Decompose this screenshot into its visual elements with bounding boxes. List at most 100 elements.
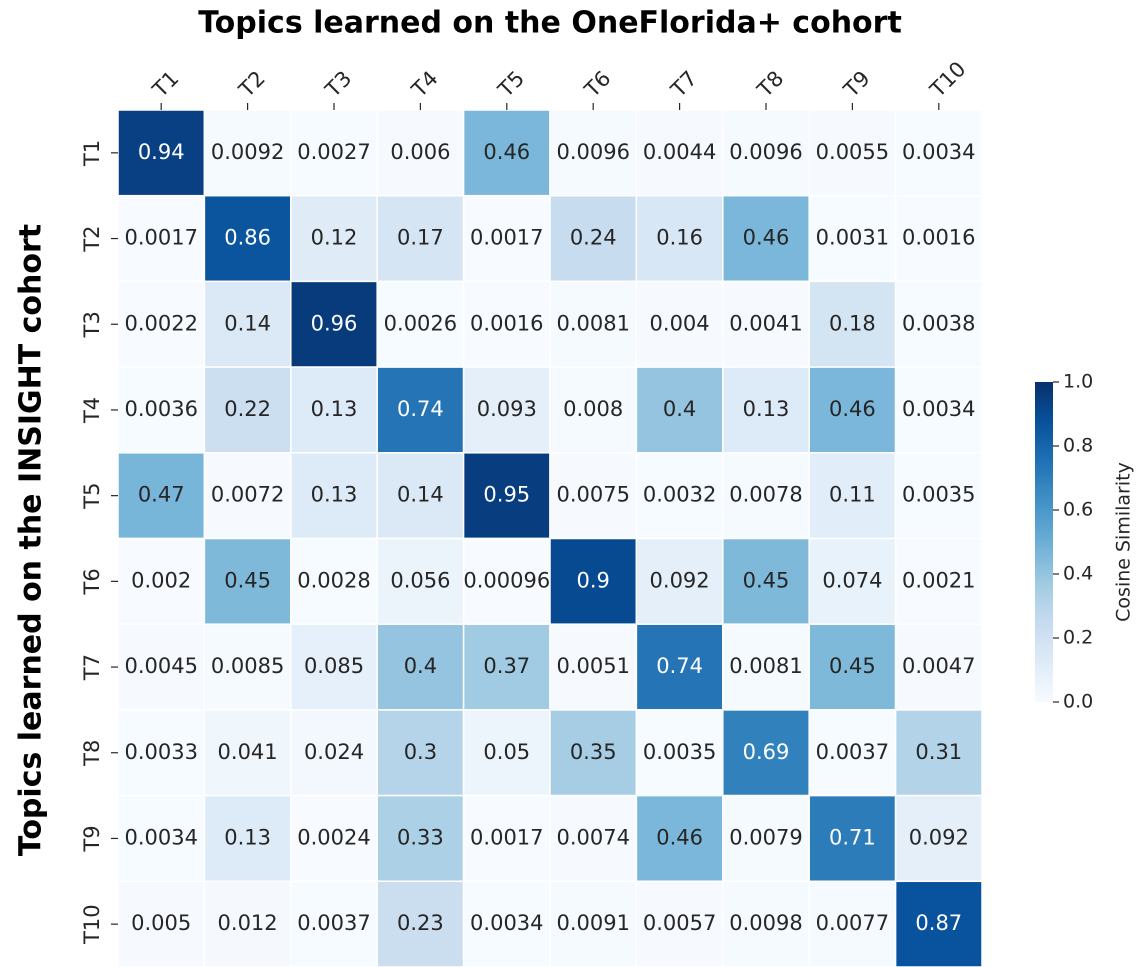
cell — [722, 194, 810, 283]
cell — [635, 194, 724, 283]
cell-label: 0.14 — [224, 311, 271, 335]
cell-label: 0.18 — [829, 311, 876, 335]
cell — [549, 452, 638, 540]
cell-label: 0.0016 — [470, 311, 543, 335]
cell-label: 0.35 — [570, 740, 617, 764]
cell-label: 0.0034 — [124, 825, 197, 849]
cell — [117, 537, 206, 625]
cell-label: 0.0037 — [297, 911, 370, 935]
cell — [549, 880, 638, 967]
cell-label: 0.0096 — [556, 140, 629, 164]
cell-label: 0.0072 — [211, 483, 284, 507]
cell — [290, 794, 378, 883]
cell — [894, 366, 983, 454]
y-tick-label: T2 — [80, 225, 104, 252]
cell-label: 0.0037 — [816, 740, 889, 764]
cell-label: 0.0074 — [556, 825, 629, 849]
cell — [462, 880, 551, 967]
cell — [635, 794, 724, 883]
cell — [808, 709, 897, 797]
colorbar-label: Cosine Similarity — [1113, 462, 1135, 622]
cell-label: 0.041 — [218, 740, 278, 764]
cell — [290, 537, 378, 625]
cell — [376, 880, 465, 967]
cell-label: 0.0034 — [902, 140, 975, 164]
cell-label: 0.0017 — [124, 226, 197, 250]
cell-label: 0.0016 — [902, 226, 975, 250]
x-tick-label: T7 — [666, 66, 702, 102]
cell — [722, 794, 810, 883]
cell — [549, 194, 638, 283]
cell-label: 0.14 — [397, 483, 444, 507]
cell-label: 0.008 — [563, 397, 623, 421]
y-tick-label: T1 — [80, 140, 104, 167]
cell-label: 0.0021 — [902, 568, 975, 592]
cell — [117, 623, 206, 711]
cell — [376, 537, 465, 625]
cell-label: 0.87 — [915, 911, 962, 935]
colorbar — [1035, 382, 1053, 702]
colorbar-tick-label: 1.0 — [1063, 371, 1093, 393]
cell — [894, 709, 983, 797]
cell — [290, 452, 378, 540]
cell-label: 0.093 — [477, 397, 537, 421]
cell-label: 0.0034 — [902, 397, 975, 421]
cell-label: 0.4 — [663, 397, 696, 421]
cell — [203, 794, 292, 883]
cell — [117, 109, 206, 197]
cell-label: 0.0098 — [729, 911, 802, 935]
cell — [549, 709, 638, 797]
cell — [894, 194, 983, 283]
y-tick-label: T9 — [80, 825, 104, 852]
cell — [808, 366, 897, 454]
cell-label: 0.45 — [743, 568, 790, 592]
cell-label: 0.074 — [822, 568, 882, 592]
cell — [203, 109, 292, 197]
x-tick-label: T3 — [320, 66, 356, 102]
cell-label: 0.46 — [829, 397, 876, 421]
cell-label: 0.0024 — [297, 825, 370, 849]
cell — [722, 880, 810, 967]
cell-label: 0.86 — [224, 226, 271, 250]
x-tick-label: T9 — [839, 66, 875, 102]
cell-label: 0.0035 — [902, 483, 975, 507]
cell-label: 0.0055 — [816, 140, 889, 164]
cell-label: 0.0051 — [556, 654, 629, 678]
cell — [808, 280, 897, 368]
y-tick-label: T3 — [80, 311, 104, 338]
y-axis-label: Topics learned on the INSIGHT cohort — [14, 224, 49, 856]
cell — [117, 280, 206, 368]
cell-label: 0.45 — [224, 568, 271, 592]
cell-label: 0.71 — [829, 825, 876, 849]
cell — [722, 109, 810, 197]
colorbar-tick-label: 0.6 — [1063, 499, 1093, 521]
cell-label: 0.74 — [656, 654, 703, 678]
cell-label: 0.056 — [390, 568, 450, 592]
cell-label: 0.0078 — [729, 483, 802, 507]
cell-label: 0.0079 — [729, 825, 802, 849]
cell-label: 0.0032 — [643, 483, 716, 507]
cell-label: 0.69 — [743, 740, 790, 764]
cell-label: 0.13 — [224, 825, 271, 849]
cell-label: 0.0091 — [556, 911, 629, 935]
cell-label: 0.0034 — [470, 911, 543, 935]
cell — [203, 709, 292, 797]
cell-label: 0.092 — [650, 568, 710, 592]
colorbar-tick-label: 0.4 — [1063, 563, 1093, 585]
cell — [549, 623, 638, 711]
cell-label: 0.4 — [404, 654, 437, 678]
cell — [117, 366, 206, 454]
cell — [549, 537, 638, 625]
colorbar-tick-label: 0.8 — [1063, 435, 1093, 457]
cell-label: 0.22 — [224, 397, 271, 421]
cell-label: 0.37 — [483, 654, 530, 678]
cell — [462, 794, 551, 883]
cell-label: 0.0026 — [384, 311, 457, 335]
cell-label: 0.13 — [743, 397, 790, 421]
cell — [203, 452, 292, 540]
cell-label: 0.0017 — [470, 825, 543, 849]
cell-label: 0.0081 — [556, 311, 629, 335]
cell-label: 0.0028 — [297, 568, 370, 592]
cell-label: 0.23 — [397, 911, 444, 935]
cell-label: 0.0057 — [643, 911, 716, 935]
